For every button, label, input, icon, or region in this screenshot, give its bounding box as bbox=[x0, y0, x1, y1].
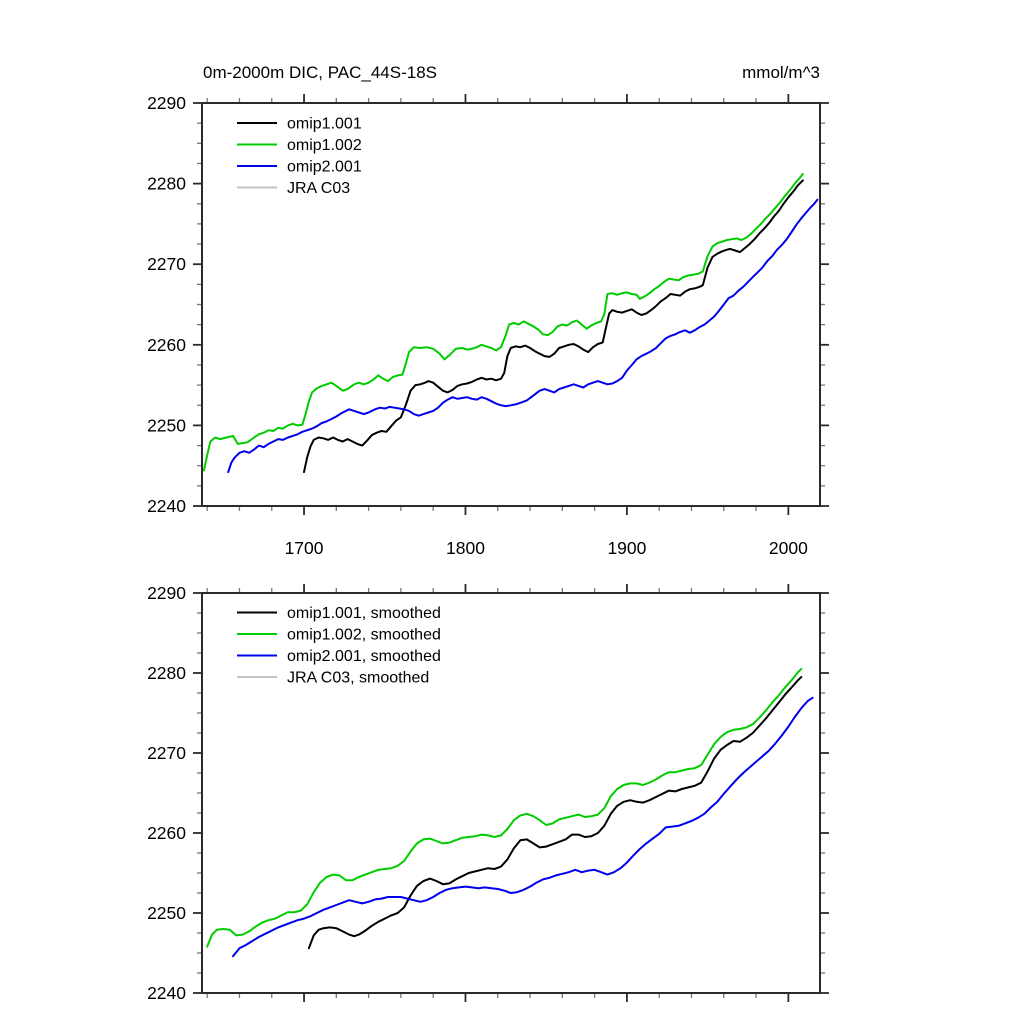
y-tick-label: 2280 bbox=[147, 174, 186, 194]
legend-label: omip2.001, smoothed bbox=[287, 648, 441, 665]
legend-label: JRA C03, smoothed bbox=[287, 670, 429, 687]
series-line-omip2-001-smoothed bbox=[232, 696, 814, 958]
y-tick-label: 2240 bbox=[147, 983, 186, 1003]
legend-label: omip1.001 bbox=[287, 116, 362, 133]
x-tick-label: 1800 bbox=[446, 538, 485, 558]
y-tick-label: 2250 bbox=[147, 903, 186, 923]
series-line-omip1-001 bbox=[303, 179, 804, 474]
y-tick-label: 2260 bbox=[147, 823, 186, 843]
y-tick-label: 2250 bbox=[147, 415, 186, 435]
series-line-omip2-001 bbox=[227, 198, 819, 474]
chart-title: 0m-2000m DIC, PAC_44S-18S bbox=[203, 63, 438, 82]
y-tick-label: 2260 bbox=[147, 335, 186, 355]
series-line-omip1-002-smoothed bbox=[206, 668, 803, 948]
legend-label: omip1.002 bbox=[287, 137, 362, 154]
y-tick-label: 2290 bbox=[147, 583, 186, 603]
legend-label: JRA C03 bbox=[287, 180, 350, 197]
y-tick-label: 2270 bbox=[147, 743, 186, 763]
series-line-omip1-002 bbox=[202, 172, 804, 472]
legend-label: omip2.001 bbox=[287, 159, 362, 176]
panel-frame bbox=[201, 592, 821, 994]
legend-label: omip1.001, smoothed bbox=[287, 605, 441, 622]
y-tick-label: 2280 bbox=[147, 663, 186, 683]
y-tick-label: 2240 bbox=[147, 496, 186, 516]
chart-units-label: mmol/m^3 bbox=[742, 63, 820, 82]
panel-frame bbox=[201, 102, 821, 507]
x-tick-label: 1900 bbox=[607, 538, 646, 558]
y-tick-label: 2290 bbox=[147, 93, 186, 113]
x-tick-label: 1700 bbox=[285, 538, 324, 558]
legend-label: omip1.002, smoothed bbox=[287, 627, 441, 644]
series-line-omip1-001-smoothed bbox=[307, 676, 803, 950]
y-tick-label: 2270 bbox=[147, 254, 186, 274]
x-tick-label: 2000 bbox=[769, 538, 808, 558]
